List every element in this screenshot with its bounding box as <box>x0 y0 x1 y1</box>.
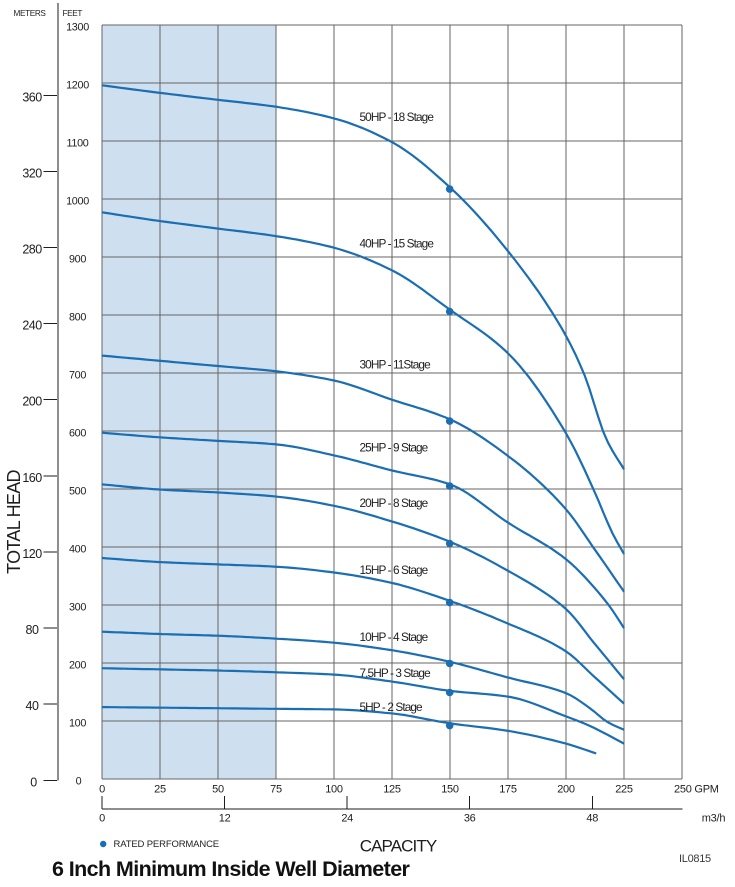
svg-text:FEET: FEET <box>63 9 83 18</box>
svg-text:1000: 1000 <box>66 196 89 208</box>
svg-text:METERS: METERS <box>14 9 47 18</box>
svg-text:7.5HP - 3 Stage: 7.5HP - 3 Stage <box>360 666 432 680</box>
svg-text:225: 225 <box>615 783 633 795</box>
svg-text:40: 40 <box>26 699 39 713</box>
svg-text:200: 200 <box>22 395 42 409</box>
svg-text:12: 12 <box>219 813 231 825</box>
svg-text:1100: 1100 <box>66 138 88 150</box>
svg-text:400: 400 <box>69 544 86 556</box>
svg-text:25HP - 9 Stage: 25HP - 9 Stage <box>360 441 429 455</box>
svg-text:100: 100 <box>325 783 343 795</box>
svg-text:TOTAL HEAD: TOTAL HEAD <box>4 469 24 573</box>
svg-text:80: 80 <box>26 623 39 637</box>
svg-text:900: 900 <box>69 254 86 266</box>
svg-text:15HP - 6 Stage: 15HP - 6 Stage <box>360 563 429 577</box>
svg-text:280: 280 <box>22 243 42 257</box>
svg-text:30HP - 11Stage: 30HP - 11Stage <box>360 358 432 372</box>
svg-text:50HP - 18 Stage: 50HP - 18 Stage <box>360 110 435 124</box>
svg-text:0: 0 <box>99 813 105 825</box>
svg-text:360: 360 <box>22 90 42 104</box>
svg-text:700: 700 <box>69 370 86 382</box>
svg-text:240: 240 <box>22 319 42 333</box>
svg-text:200: 200 <box>557 783 575 795</box>
svg-text:250 GPM: 250 GPM <box>674 783 719 795</box>
svg-text:320: 320 <box>22 166 42 180</box>
svg-text:160: 160 <box>22 471 42 485</box>
svg-text:300: 300 <box>69 602 86 614</box>
svg-text:75: 75 <box>270 783 282 795</box>
svg-text:20HP - 8 Stage: 20HP - 8 Stage <box>360 496 429 510</box>
svg-text:RATED PERFORMANCE: RATED PERFORMANCE <box>114 839 219 850</box>
svg-text:m3/h: m3/h <box>702 813 726 825</box>
svg-text:600: 600 <box>69 428 86 440</box>
svg-text:36: 36 <box>464 813 476 825</box>
svg-text:CAPACITY: CAPACITY <box>360 837 437 856</box>
svg-text:24: 24 <box>341 813 353 825</box>
svg-text:125: 125 <box>383 783 401 795</box>
svg-text:1300: 1300 <box>66 22 89 34</box>
svg-text:150: 150 <box>441 783 459 795</box>
svg-text:800: 800 <box>69 312 86 324</box>
svg-text:120: 120 <box>22 547 42 561</box>
svg-text:0: 0 <box>76 776 82 788</box>
svg-text:200: 200 <box>69 660 86 672</box>
svg-text:50: 50 <box>212 783 224 795</box>
svg-text:5HP - 2 Stage: 5HP - 2 Stage <box>360 700 424 714</box>
svg-text:175: 175 <box>499 783 517 795</box>
svg-text:6 Inch Minimum Inside Well Dia: 6 Inch Minimum Inside Well Diameter <box>52 857 411 881</box>
svg-text:500: 500 <box>69 486 86 498</box>
svg-text:40HP - 15 Stage: 40HP - 15 Stage <box>360 237 435 251</box>
svg-text:100: 100 <box>69 718 86 730</box>
svg-text:1200: 1200 <box>66 80 89 92</box>
svg-text:10HP - 4 Stage: 10HP - 4 Stage <box>360 630 429 644</box>
svg-text:48: 48 <box>586 813 598 825</box>
svg-text:IL0815: IL0815 <box>679 853 711 865</box>
svg-text:25: 25 <box>154 783 166 795</box>
svg-text:0: 0 <box>99 783 105 795</box>
svg-text:0: 0 <box>30 775 37 789</box>
